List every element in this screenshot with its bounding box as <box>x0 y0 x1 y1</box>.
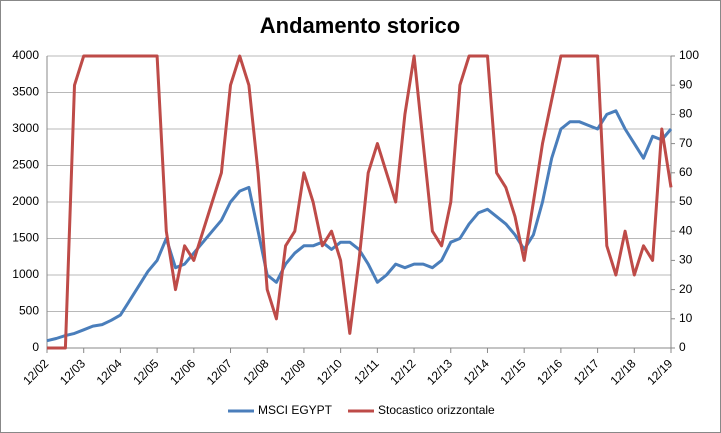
y2-tick-label: 80 <box>679 107 693 121</box>
y2-tick-label: 30 <box>679 253 693 267</box>
y-tick-label: 2000 <box>12 194 39 208</box>
y2-tick-label: 50 <box>679 194 693 208</box>
y-tick-label: 0 <box>32 340 39 354</box>
y-tick-label: 1500 <box>12 231 39 245</box>
y2-tick-label: 90 <box>679 77 693 91</box>
y2-tick-label: 60 <box>679 165 693 179</box>
y-tick-label: 2500 <box>12 158 39 172</box>
y-tick-label: 500 <box>19 304 39 318</box>
y2-tick-label: 10 <box>679 311 693 325</box>
y-tick-label: 3500 <box>12 85 39 99</box>
y2-tick-label: 20 <box>679 282 693 296</box>
y2-tick-label: 40 <box>679 223 693 237</box>
legend-label: Stocastico orizzontale <box>378 403 495 417</box>
legend-label: MSCI EGYPT <box>258 403 333 417</box>
y2-tick-label: 0 <box>679 340 686 354</box>
y-tick-label: 4000 <box>12 48 39 62</box>
y-tick-label: 1000 <box>12 267 39 281</box>
y2-tick-label: 70 <box>679 136 693 150</box>
series-line <box>47 54 673 350</box>
y2-tick-label: 100 <box>679 48 699 62</box>
chart-title: Andamento storico <box>260 13 460 38</box>
y-tick-label: 3000 <box>12 121 39 135</box>
